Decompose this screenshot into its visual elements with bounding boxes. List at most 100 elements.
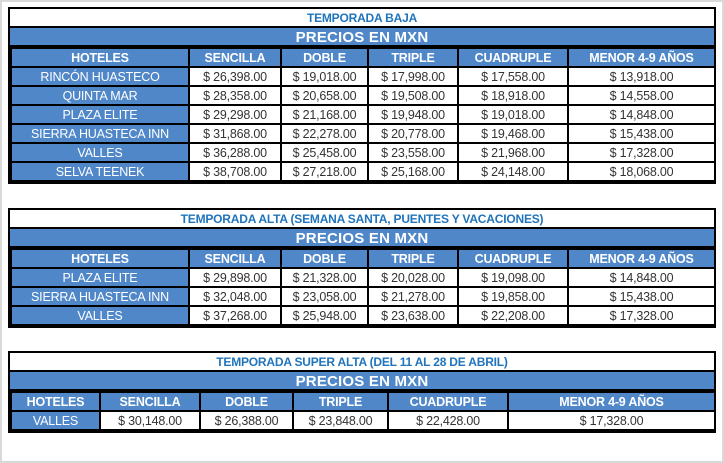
price-cell: $ 32,048.00 xyxy=(188,286,282,307)
column-header-sencilla: SENCILLA xyxy=(188,248,282,269)
price-cell: $ 27,218.00 xyxy=(280,161,369,182)
price-cell: $ 19,948.00 xyxy=(367,104,459,125)
price-cell: $ 23,058.00 xyxy=(280,286,369,307)
price-cell: $ 22,278.00 xyxy=(280,123,369,144)
price-cell: $ 19,508.00 xyxy=(367,85,459,106)
season-title: TEMPORADA ALTA (SEMANA SANTA, PUENTES Y … xyxy=(10,210,714,229)
price-cell: $ 22,428.00 xyxy=(387,410,509,431)
temporada-super-alta-table: TEMPORADA SUPER ALTA (DEL 11 AL 28 DE AB… xyxy=(8,351,716,433)
price-cell: $ 25,948.00 xyxy=(280,305,369,326)
table-row: SELVA TEENEK $ 38,708.00 $ 27,218.00 $ 25,1… xyxy=(10,161,716,182)
price-cell: $ 19,858.00 xyxy=(457,286,569,307)
table-row: SIERRA HUASTECA INN $ 31,868.00 $ 22,278.0… xyxy=(10,123,716,144)
column-header-triple: TRIPLE xyxy=(367,47,459,68)
table-row: PLAZA ELITE $ 29,898.00 $ 21,328.00 $ 20,02… xyxy=(10,267,716,288)
price-table: HOTELES SENCILLA DOBLE TRIPLE CUADRUPLE … xyxy=(10,47,716,182)
price-cell: $ 15,438.00 xyxy=(567,286,716,307)
column-header-menor: MENOR 4-9 AÑOS xyxy=(567,248,716,269)
price-cell: $ 19,468.00 xyxy=(457,123,569,144)
column-header-menor: MENOR 4-9 AÑOS xyxy=(507,391,716,412)
price-cell: $ 31,868.00 xyxy=(188,123,282,144)
price-cell: $ 20,778.00 xyxy=(367,123,459,144)
column-header-menor: MENOR 4-9 AÑOS xyxy=(567,47,716,68)
price-cell: $ 17,328.00 xyxy=(567,142,716,163)
price-cell: $ 24,148.00 xyxy=(457,161,569,182)
hotel-name-cell: RINCÓN HUASTECO xyxy=(10,66,190,87)
price-cell: $ 26,398.00 xyxy=(188,66,282,87)
table-row: PLAZA ELITE $ 29,298.00 $ 21,168.00 $ 19,94… xyxy=(10,104,716,125)
hotel-name-cell: PLAZA ELITE xyxy=(10,267,190,288)
season-title: TEMPORADA BAJA xyxy=(10,9,714,28)
column-header-cuadruple: CUADRUPLE xyxy=(457,248,569,269)
price-cell: $ 14,558.00 xyxy=(567,85,716,106)
column-header-doble: DOBLE xyxy=(280,248,369,269)
table-row: VALLES $ 30,148.00 $ 26,388.00 $ 23,848.00 $… xyxy=(10,410,716,431)
price-cell: $ 25,168.00 xyxy=(367,161,459,182)
price-cell: $ 19,018.00 xyxy=(280,66,369,87)
price-cell: $ 22,208.00 xyxy=(457,305,569,326)
price-cell: $ 29,898.00 xyxy=(188,267,282,288)
hotel-name-cell: VALLES xyxy=(10,305,190,326)
price-cell: $ 14,848.00 xyxy=(567,104,716,125)
table-row: VALLES $ 37,268.00 $ 25,948.00 $ 23,638.00 $… xyxy=(10,305,716,326)
header-row: HOTELES SENCILLA DOBLE TRIPLE CUADRUPLE … xyxy=(10,47,716,68)
price-table: HOTELES SENCILLA DOBLE TRIPLE CUADRUPLE … xyxy=(10,248,716,326)
hotel-name-cell: VALLES xyxy=(10,142,190,163)
hotel-name-cell: SELVA TEENEK xyxy=(10,161,190,182)
hotel-name-cell: SIERRA HUASTECA INN xyxy=(10,286,190,307)
hotel-name-cell: QUINTA MAR xyxy=(10,85,190,106)
price-cell: $ 14,848.00 xyxy=(567,267,716,288)
price-cell: $ 23,558.00 xyxy=(367,142,459,163)
season-title: TEMPORADA SUPER ALTA (DEL 11 AL 28 DE AB… xyxy=(10,353,714,372)
price-cell: $ 19,018.00 xyxy=(457,104,569,125)
price-cell: $ 28,358.00 xyxy=(188,85,282,106)
column-header-hoteles: HOTELES xyxy=(10,47,190,68)
column-header-doble: DOBLE xyxy=(280,47,369,68)
price-cell: $ 21,278.00 xyxy=(367,286,459,307)
price-cell: $ 26,388.00 xyxy=(199,410,294,431)
price-cell: $ 17,558.00 xyxy=(457,66,569,87)
table-spacer xyxy=(8,328,716,351)
price-cell: $ 18,068.00 xyxy=(567,161,716,182)
currency-banner: PRECIOS EN MXN xyxy=(10,372,714,391)
hotel-name-cell: VALLES xyxy=(10,410,101,431)
column-header-sencilla: SENCILLA xyxy=(188,47,282,68)
price-table: HOTELES SENCILLA DOBLE TRIPLE CUADRUPLE … xyxy=(10,391,716,431)
price-cell: $ 21,168.00 xyxy=(280,104,369,125)
column-header-doble: DOBLE xyxy=(199,391,294,412)
table-row: QUINTA MAR $ 28,358.00 $ 20,658.00 $ 19,508… xyxy=(10,85,716,106)
table-row: VALLES $ 36,288.00 $ 25,458.00 $ 23,558.00 $… xyxy=(10,142,716,163)
price-cell: $ 18,918.00 xyxy=(457,85,569,106)
currency-banner: PRECIOS EN MXN xyxy=(10,229,714,248)
price-cell: $ 30,148.00 xyxy=(99,410,201,431)
price-cell: $ 21,968.00 xyxy=(457,142,569,163)
price-cell: $ 13,918.00 xyxy=(567,66,716,87)
price-cell: $ 17,328.00 xyxy=(507,410,716,431)
column-header-triple: TRIPLE xyxy=(367,248,459,269)
price-cell: $ 25,458.00 xyxy=(280,142,369,163)
temporada-baja-table: TEMPORADA BAJA PRECIOS EN MXN HOTELES SE… xyxy=(8,7,716,184)
header-row: HOTELES SENCILLA DOBLE TRIPLE CUADRUPLE … xyxy=(10,248,716,269)
price-cell: $ 36,288.00 xyxy=(188,142,282,163)
currency-banner: PRECIOS EN MXN xyxy=(10,28,714,47)
price-cell: $ 19,098.00 xyxy=(457,267,569,288)
price-cell: $ 23,848.00 xyxy=(292,410,389,431)
price-cell: $ 20,028.00 xyxy=(367,267,459,288)
price-cell: $ 15,438.00 xyxy=(567,123,716,144)
table-spacer xyxy=(8,184,716,208)
column-header-cuadruple: CUADRUPLE xyxy=(457,47,569,68)
price-cell: $ 20,658.00 xyxy=(280,85,369,106)
price-cell: $ 37,268.00 xyxy=(188,305,282,326)
column-header-triple: TRIPLE xyxy=(292,391,389,412)
price-cell: $ 17,328.00 xyxy=(567,305,716,326)
price-cell: $ 21,328.00 xyxy=(280,267,369,288)
price-cell: $ 17,998.00 xyxy=(367,66,459,87)
price-cell: $ 23,638.00 xyxy=(367,305,459,326)
table-row: SIERRA HUASTECA INN $ 32,048.00 $ 23,058.0… xyxy=(10,286,716,307)
column-header-sencilla: SENCILLA xyxy=(99,391,201,412)
temporada-alta-table: TEMPORADA ALTA (SEMANA SANTA, PUENTES Y … xyxy=(8,208,716,328)
table-row: RINCÓN HUASTECO $ 26,398.00 $ 19,018.00 $ 1… xyxy=(10,66,716,87)
column-header-hoteles: HOTELES xyxy=(10,391,101,412)
price-sheet: TEMPORADA BAJA PRECIOS EN MXN HOTELES SE… xyxy=(8,7,716,433)
header-row: HOTELES SENCILLA DOBLE TRIPLE CUADRUPLE … xyxy=(10,391,716,412)
